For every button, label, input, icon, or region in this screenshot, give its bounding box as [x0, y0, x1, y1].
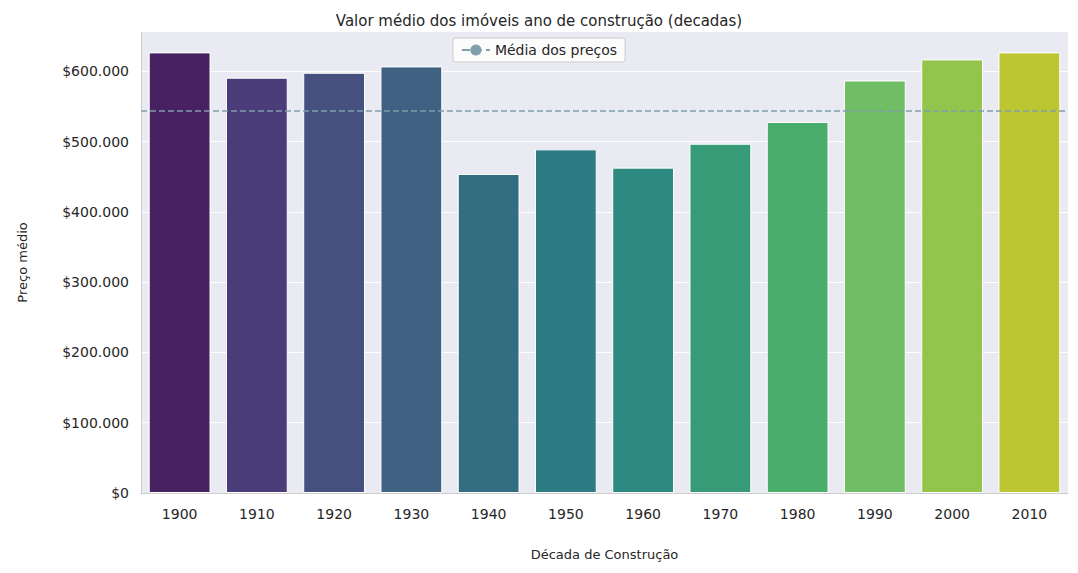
svg-text:1920: 1920 — [316, 506, 352, 522]
svg-text:1990: 1990 — [857, 506, 893, 522]
svg-text:Valor médio dos imóveis ano de: Valor médio dos imóveis ano de construçã… — [336, 12, 742, 30]
svg-text:$500.000: $500.000 — [62, 134, 129, 150]
svg-text:$300.000: $300.000 — [62, 274, 129, 290]
svg-text:$100.000: $100.000 — [62, 415, 129, 431]
svg-text:1960: 1960 — [625, 506, 661, 522]
svg-text:Preço médio: Preço médio — [15, 222, 30, 302]
svg-text:2010: 2010 — [1012, 506, 1048, 522]
svg-text:1930: 1930 — [394, 506, 430, 522]
svg-text:2000: 2000 — [934, 506, 970, 522]
svg-text:$200.000: $200.000 — [62, 344, 129, 360]
svg-text:Década de Construção: Década de Construção — [531, 547, 679, 562]
svg-text:1910: 1910 — [239, 506, 275, 522]
svg-text:1950: 1950 — [548, 506, 584, 522]
svg-text:1980: 1980 — [780, 506, 816, 522]
svg-text:$600.000: $600.000 — [62, 63, 129, 79]
svg-text:$400.000: $400.000 — [62, 204, 129, 220]
svg-text:1940: 1940 — [471, 506, 507, 522]
svg-text:1970: 1970 — [703, 506, 739, 522]
svg-text:$0: $0 — [111, 485, 129, 501]
svg-text:Média dos preços: Média dos preços — [495, 42, 617, 58]
svg-text:1900: 1900 — [162, 506, 198, 522]
